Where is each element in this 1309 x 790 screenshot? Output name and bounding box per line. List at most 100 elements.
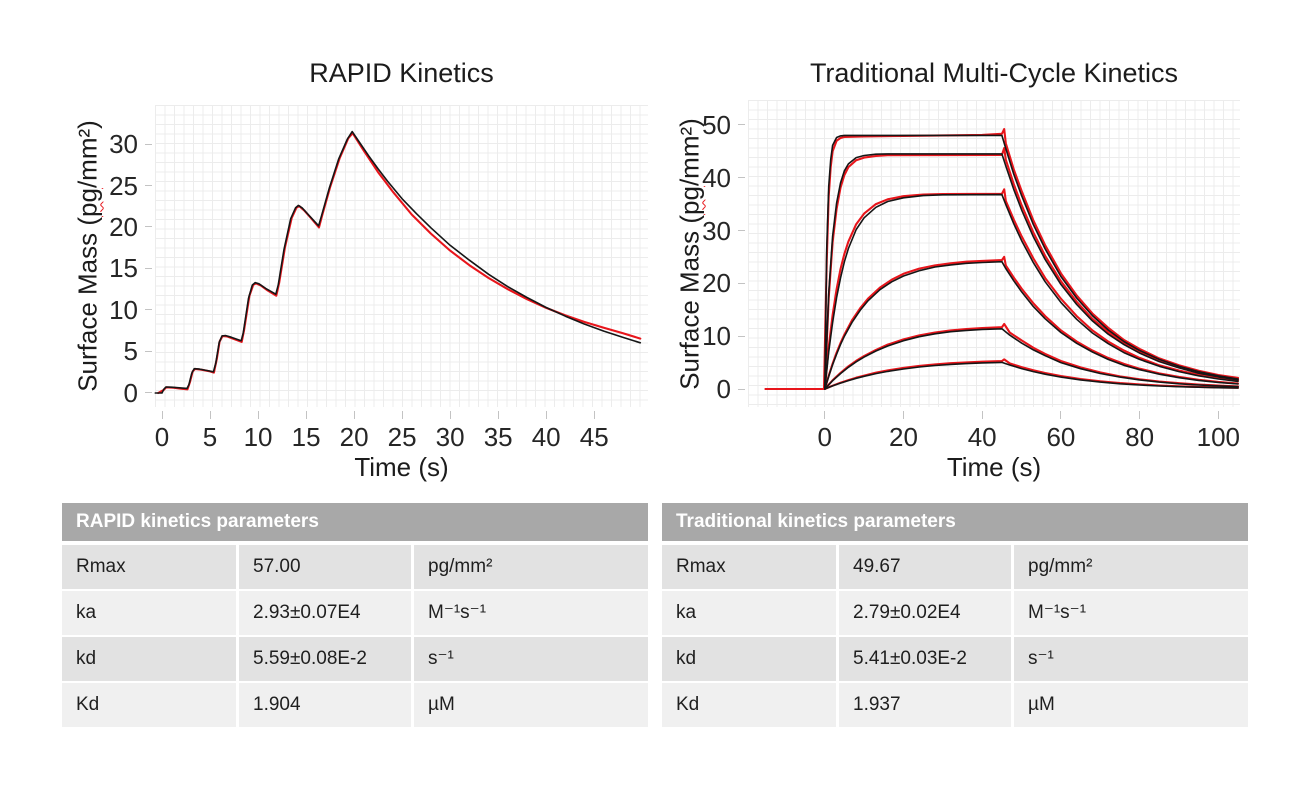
x-tick-mark bbox=[981, 411, 983, 419]
y-tick-label: 10 bbox=[109, 294, 138, 325]
table-header: RAPID kinetics parameters bbox=[62, 503, 648, 541]
x-tick-label: 80 bbox=[1125, 422, 1155, 452]
table-row: ka 2.93±0.07E4 M⁻¹s⁻¹ bbox=[62, 591, 648, 635]
series-data-red-c3 bbox=[764, 188, 1240, 391]
y-tick-mark bbox=[145, 267, 152, 269]
value-cell: 1.904 bbox=[239, 683, 411, 727]
x-tick-label: 45 bbox=[579, 422, 609, 452]
plot-area-traditional: 0 20 40 60 80 100 0 10 20 30 40 50 bbox=[702, 100, 1240, 452]
x-tick-mark bbox=[824, 411, 826, 419]
param-cell: kd bbox=[662, 637, 836, 681]
x-tick-mark bbox=[545, 411, 547, 419]
table-row: Rmax 57.00 pg/mm² bbox=[62, 545, 648, 589]
unit-cell: M⁻¹s⁻¹ bbox=[414, 591, 648, 635]
x-tick-label: 30 bbox=[435, 422, 465, 452]
x-tick-label: 0 bbox=[154, 422, 170, 452]
y-tick-mark bbox=[145, 185, 152, 186]
x-tick-label: 35 bbox=[483, 422, 513, 452]
table-row: ka 2.79±0.02E4 M⁻¹s⁻¹ bbox=[662, 591, 1248, 635]
value-cell: 5.41±0.03E-2 bbox=[839, 637, 1011, 681]
y-tick-mark bbox=[738, 282, 745, 284]
table-row: Rmax 49.67 pg/mm² bbox=[662, 545, 1248, 589]
series-fit-black-c2 bbox=[824, 153, 1239, 390]
value-cell: 5.59±0.08E-2 bbox=[239, 637, 411, 681]
series-fit-black-c1 bbox=[824, 134, 1239, 390]
x-tick-mark bbox=[1060, 411, 1062, 419]
unit-cell: s⁻¹ bbox=[1014, 637, 1248, 681]
table-row: Kd 1.937 µM bbox=[662, 683, 1248, 727]
x-tick-label: 15 bbox=[291, 422, 321, 452]
series-fit-black-c4 bbox=[824, 260, 1239, 390]
y-tick-mark bbox=[145, 350, 152, 352]
table-traditional-parameters: Traditional kinetics parameters Rmax 49.… bbox=[662, 503, 1248, 727]
table-rapid-parameters: RAPID kinetics parameters Rmax 57.00 pg/… bbox=[62, 503, 648, 727]
series-fit-black-c3 bbox=[824, 193, 1239, 390]
y-tick-label: 5 bbox=[123, 336, 138, 367]
plot-canvas bbox=[764, 128, 1240, 391]
x-tick-label: 5 bbox=[202, 422, 218, 452]
plot-canvas bbox=[154, 130, 642, 395]
y-tick-label: 15 bbox=[109, 253, 138, 284]
x-tick-mark bbox=[1139, 411, 1141, 419]
series-data-black bbox=[154, 130, 642, 394]
y-tick-label: 25 bbox=[109, 170, 138, 201]
y-tick-mark bbox=[738, 388, 745, 390]
x-tick-label: 100 bbox=[1196, 422, 1241, 452]
param-cell: ka bbox=[662, 591, 836, 635]
param-cell: Rmax bbox=[62, 545, 236, 589]
table-row: kd 5.41±0.03E-2 s⁻¹ bbox=[662, 637, 1248, 681]
y-tick-label: 50 bbox=[702, 109, 731, 140]
param-cell: ka bbox=[62, 591, 236, 635]
x-tick-mark bbox=[401, 411, 403, 419]
x-tick-mark bbox=[353, 411, 355, 419]
y-tick-mark bbox=[738, 124, 745, 126]
y-tick-label: 0 bbox=[123, 377, 138, 408]
value-cell: 2.79±0.02E4 bbox=[839, 591, 1011, 635]
x-axis-title-traditional: Time (s) bbox=[946, 452, 1042, 482]
x-tick-mark bbox=[902, 411, 904, 419]
table-row: Kd 1.904 µM bbox=[62, 683, 648, 727]
y-tick-mark bbox=[738, 335, 745, 337]
x-tick-mark bbox=[305, 411, 307, 419]
chart-title-rapid: RAPID Kinetics bbox=[309, 58, 494, 88]
value-cell: 1.937 bbox=[839, 683, 1011, 727]
y-tick-label: 20 bbox=[702, 268, 731, 299]
x-tick-mark bbox=[1217, 411, 1219, 419]
y-tick-label: 40 bbox=[702, 162, 731, 193]
y-tick-mark bbox=[145, 309, 152, 311]
x-tick-label: 20 bbox=[889, 422, 918, 452]
y-tick-mark bbox=[145, 226, 152, 228]
y-tick-mark bbox=[145, 392, 152, 394]
x-tick-label: 10 bbox=[243, 422, 273, 452]
x-tick-label: 0 bbox=[817, 422, 832, 452]
series-fit-red bbox=[157, 132, 642, 395]
x-tick-mark bbox=[161, 411, 163, 419]
x-tick-label: 60 bbox=[1046, 422, 1076, 452]
y-tick-label: 20 bbox=[109, 211, 138, 242]
table-header: Traditional kinetics parameters bbox=[662, 503, 1248, 541]
x-tick-mark bbox=[497, 411, 499, 419]
param-cell: kd bbox=[62, 637, 236, 681]
x-tick-mark bbox=[209, 411, 211, 419]
param-cell: Rmax bbox=[662, 545, 836, 589]
x-tick-label: 25 bbox=[387, 422, 417, 452]
param-cell: Kd bbox=[62, 683, 236, 727]
y-tick-mark bbox=[738, 230, 745, 231]
value-cell: 49.67 bbox=[839, 545, 1011, 589]
x-tick-label: 20 bbox=[339, 422, 369, 452]
x-tick-mark bbox=[449, 411, 451, 419]
unit-cell: pg/mm² bbox=[1014, 545, 1248, 589]
y-tick-label: 10 bbox=[702, 321, 731, 352]
unit-cell: µM bbox=[1014, 683, 1248, 727]
y-tick-mark bbox=[145, 143, 152, 145]
unit-cell: s⁻¹ bbox=[414, 637, 648, 681]
x-axis-title-rapid: Time (s) bbox=[354, 452, 449, 482]
x-tick-label: 40 bbox=[967, 422, 997, 452]
unit-cell: pg/mm² bbox=[414, 545, 648, 589]
unit-cell: µM bbox=[414, 683, 648, 727]
series-data-red-c2 bbox=[764, 147, 1240, 391]
value-cell: 57.00 bbox=[239, 545, 411, 589]
unit-cell: M⁻¹s⁻¹ bbox=[1014, 591, 1248, 635]
table-row: kd 5.59±0.08E-2 s⁻¹ bbox=[62, 637, 648, 681]
